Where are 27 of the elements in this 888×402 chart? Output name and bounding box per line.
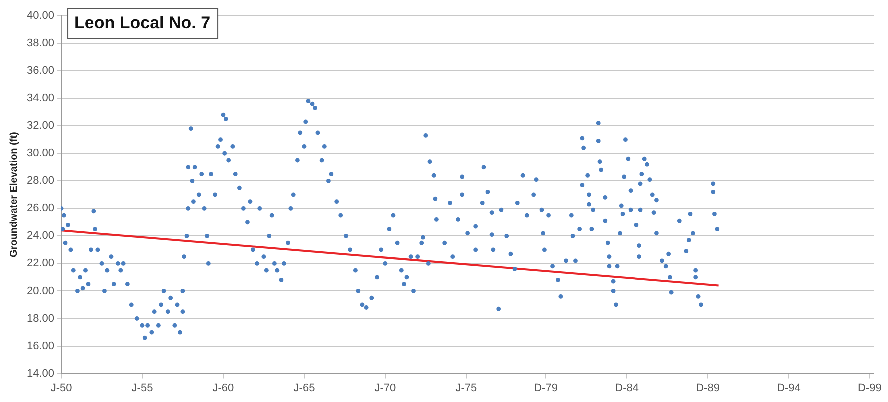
- chart-title: Leon Local No. 7: [74, 14, 211, 33]
- y-axis-title: Groundwater Elevation (ft): [8, 132, 20, 258]
- x-tick-label: J-70: [374, 382, 396, 394]
- y-tick-label: 30.00: [26, 148, 55, 160]
- y-tick-label: 16.00: [26, 340, 55, 352]
- y-tick-label: 32.00: [26, 120, 55, 132]
- x-tick-label: D-89: [696, 382, 720, 394]
- y-tick-label: 22.00: [26, 258, 55, 270]
- y-tick-label: 18.00: [26, 312, 55, 325]
- y-tick-label: 24.00: [26, 230, 55, 242]
- x-tick-label: J-75: [456, 382, 478, 394]
- y-tick-label: 36.00: [26, 65, 55, 78]
- x-tick-label: D-94: [777, 382, 801, 394]
- y-tick-label: 28.00: [26, 175, 55, 188]
- y-tick-label: 14.00: [26, 368, 55, 380]
- y-tick-label: 34.00: [26, 92, 55, 105]
- x-tick-label: D-99: [858, 382, 882, 394]
- x-tick-label: D-84: [615, 382, 639, 394]
- y-tick-label: 26.00: [26, 202, 55, 215]
- y-tick-label: 38.00: [26, 38, 55, 50]
- x-tick-label: J-60: [212, 382, 234, 394]
- x-tick-label: J-50: [50, 382, 72, 394]
- x-tick-label: D-79: [534, 382, 558, 394]
- y-tick-label: 20.00: [26, 285, 55, 298]
- x-tick-label: J-65: [294, 382, 316, 394]
- y-tick-label: 40.00: [26, 10, 55, 22]
- x-tick-label: J-55: [132, 382, 154, 394]
